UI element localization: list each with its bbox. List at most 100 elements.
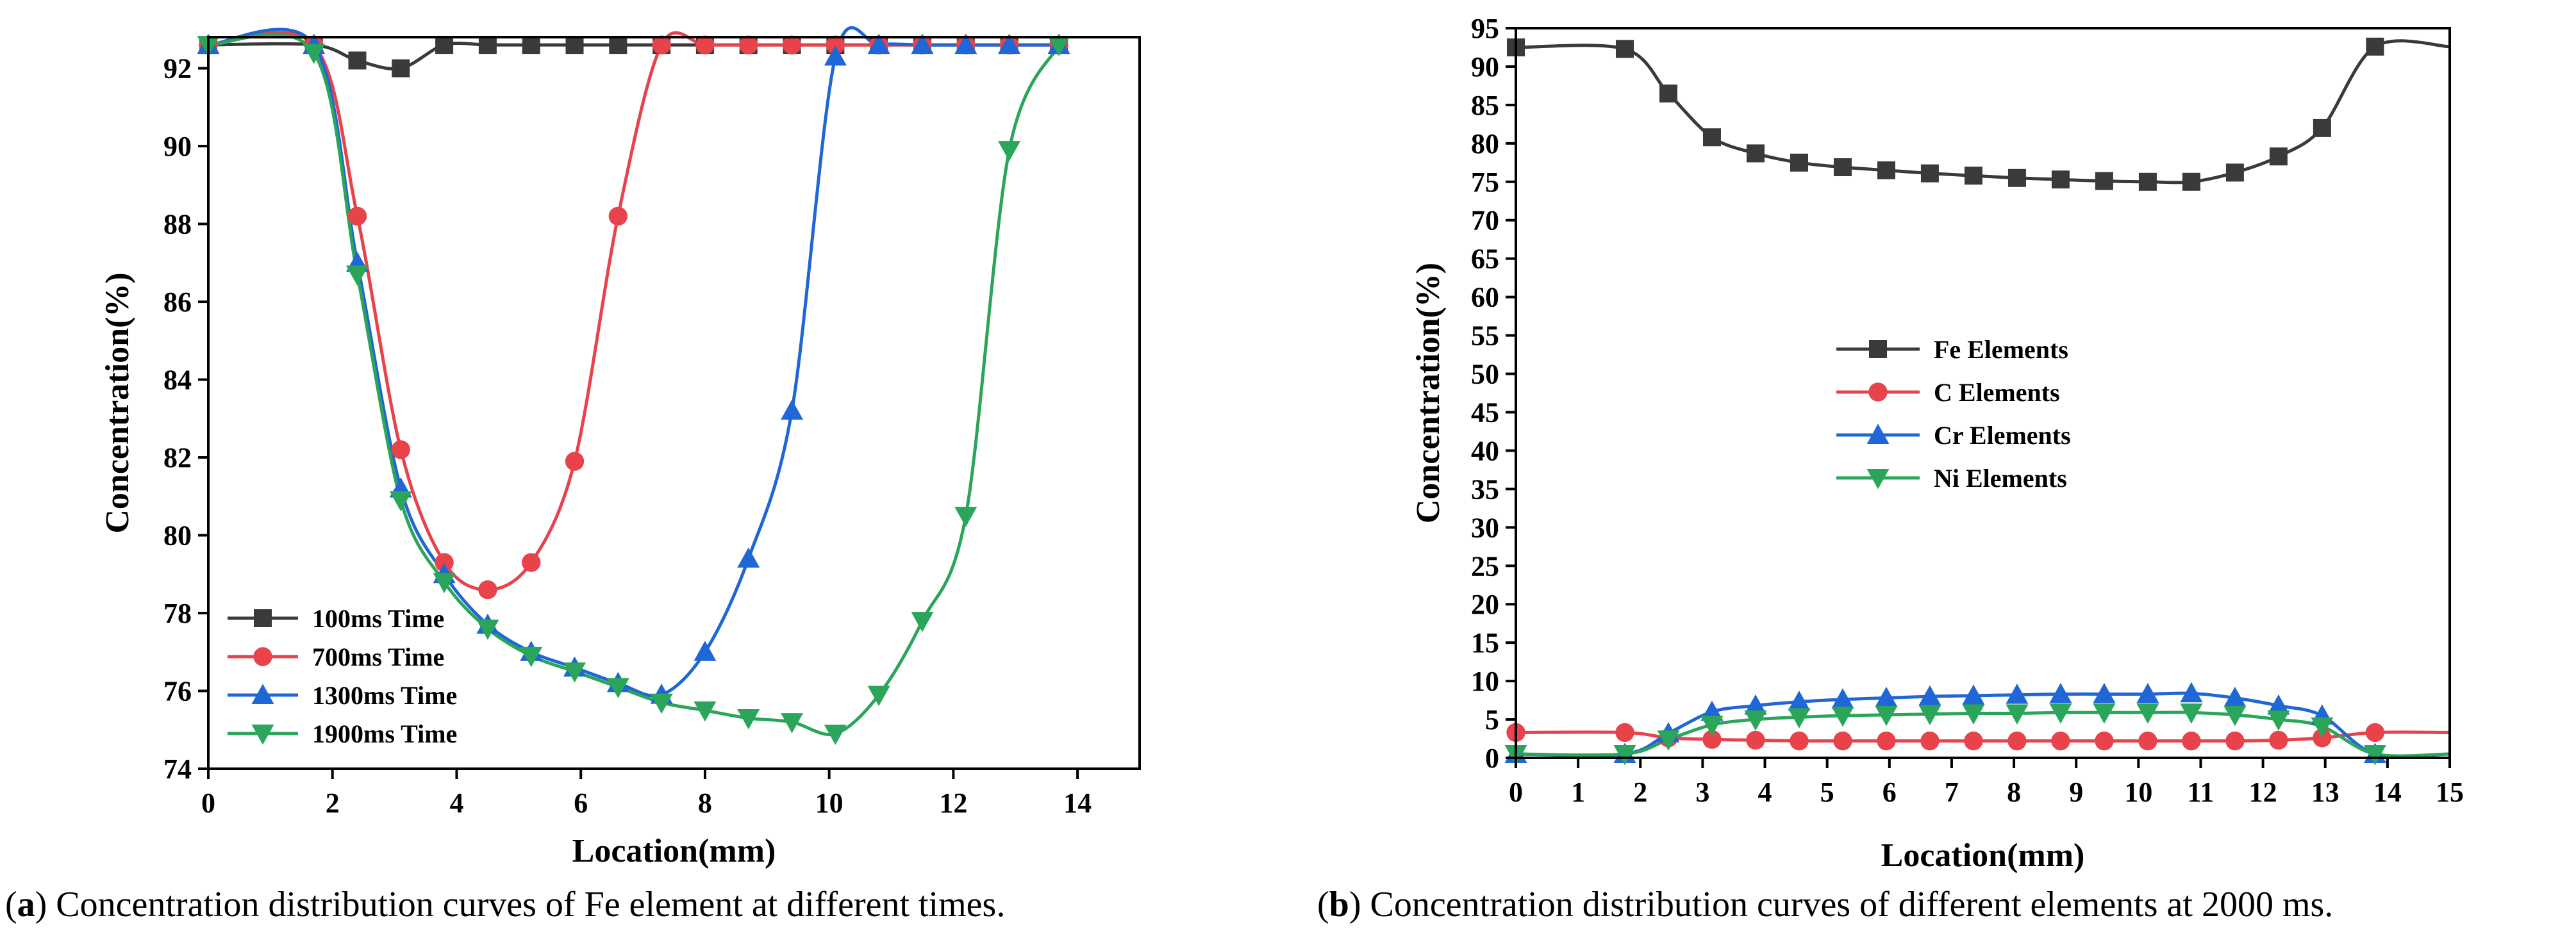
chart-b-series-2-point — [1962, 684, 1985, 705]
chart-b-series-2-point — [2223, 686, 2247, 707]
chart-b-y-tick-label: 70 — [1471, 205, 1499, 236]
chart-a-series-2-point — [867, 33, 890, 54]
chart-a-series-1-point — [391, 440, 410, 459]
caption-a-text: ) Concentration distribution curves of F… — [35, 885, 1006, 924]
chart-b-series-1-point — [2225, 731, 2245, 751]
chart-a-series-1-point — [608, 206, 628, 226]
chart-b-x-tick-label: 1 — [1571, 776, 1585, 808]
chart-b-series-3-point — [2363, 745, 2386, 766]
chart-b-series-2-point — [2093, 682, 2116, 703]
chart-a-series-1-point — [739, 35, 758, 54]
chart-a-series-0-point — [522, 36, 540, 54]
chart-b-series-1-point — [2051, 731, 2070, 751]
chart-a-legend-label-0: 100ms Time — [312, 604, 444, 633]
chart-b-series-0-point — [2269, 147, 2288, 166]
chart-b-x-tick-label: 12 — [2249, 776, 2277, 808]
chart-b-series-2-point — [1875, 686, 1898, 707]
chart-a-series-0-point — [392, 59, 410, 78]
chart-b-series-2-point — [2136, 682, 2159, 703]
chart-a-series-1-point — [565, 452, 585, 471]
chart-b-series-3-point — [1962, 704, 1985, 725]
chart-b-series-3-point — [1700, 716, 1724, 736]
chart-b-series-3-point — [1831, 707, 1854, 727]
chart-a-legend-label-3: 1900ms Time — [312, 719, 457, 748]
chart-a-series-3-point — [476, 619, 499, 640]
chart-b-series-1-point — [2182, 731, 2201, 751]
chart-b-series-3-point — [2311, 717, 2334, 738]
chart-a-series-3-point — [911, 612, 934, 632]
chart-b-series-0-point — [1964, 167, 1982, 185]
chart-b-series-0-point — [1615, 40, 1634, 58]
chart-b-series-0-point — [1702, 128, 1721, 147]
caption-b: (b) Concentration distribution curves of… — [1317, 885, 2334, 924]
chart-b-x-tick-label: 13 — [2311, 776, 2339, 808]
chart-a-x-axis-label: Location(mm) — [572, 833, 776, 869]
chart-a-series-2-point — [737, 547, 760, 568]
chart-a-series-3-point — [954, 507, 977, 527]
chart-b-series-1-point — [2365, 723, 2385, 742]
chart-b-series-2-point — [2006, 684, 2029, 704]
chart-b-x-tick-label: 7 — [1945, 776, 1959, 808]
chart-b-y-tick-label: 50 — [1471, 359, 1499, 390]
chart-a-legend-marker-0 — [254, 609, 272, 627]
chart-b-series-1-point — [1833, 731, 1852, 751]
chart-b-series-3-point — [2267, 710, 2290, 731]
chart-b-series-1-point — [1702, 730, 1722, 749]
chart-b-series-1-point — [2269, 730, 2288, 750]
chart-b-x-tick-label: 14 — [2373, 776, 2402, 808]
chart-a-series-3-point — [1047, 36, 1070, 56]
chart-a-series-3-point — [389, 491, 412, 512]
chart-b-x-tick-label: 6 — [1882, 776, 1897, 808]
chart-b-y-tick-label: 40 — [1471, 435, 1499, 466]
chart-a-legend-marker-2 — [251, 684, 274, 704]
chart-b-frame — [1515, 27, 2451, 759]
chart-a-legend-label-2: 1300ms Time — [312, 681, 457, 710]
chart-a-y-tick-label: 76 — [163, 676, 192, 707]
chart-b-x-tick-label: 4 — [1758, 776, 1772, 808]
chart-b-legend-label-1: C Elements — [1934, 378, 2060, 407]
chart-b-series-2-point — [1918, 685, 1941, 706]
chart-b-series-2-point — [1831, 688, 1854, 709]
chart-a-series-1-point — [347, 206, 367, 226]
chart-b-series-3-point — [2006, 704, 2029, 725]
chart-b-series-3-point — [2223, 705, 2247, 726]
chart-a-series-3-point — [433, 573, 456, 593]
chart-b-series-0-point — [2007, 168, 2026, 187]
chart-a-y-tick-label: 90 — [163, 131, 192, 162]
chart-b-series-0-point — [1920, 164, 1939, 183]
chart-a-series-1-point — [782, 35, 802, 54]
chart-b-legend-marker-3 — [1866, 469, 1890, 489]
chart-b-series-1-point — [2138, 731, 2157, 751]
chart-a-series-1-point — [522, 553, 541, 572]
chart-b-y-tick-label: 25 — [1471, 550, 1499, 582]
chart-b-series-3-point — [1875, 705, 1898, 726]
chart-b-y-tick-label: 75 — [1471, 167, 1499, 198]
caption-b-letter: b — [1329, 885, 1349, 924]
chart-a-x-tick-label: 8 — [698, 787, 712, 819]
chart-a-x-tick-label: 10 — [815, 787, 843, 819]
chart-a-y-tick-label: 82 — [163, 442, 192, 473]
chart-a-y-tick-label: 92 — [163, 53, 192, 85]
chart-a-x-tick-label: 4 — [449, 787, 463, 819]
chart-a-frame — [207, 36, 1141, 770]
chart-b-y-tick-label: 60 — [1471, 282, 1499, 313]
chart-a-y-tick-label: 86 — [163, 286, 192, 318]
chart-b-root: 0 1 2 3 4 5 6 7 8 9 10 11 12 13 14 15051015202530354045… — [1410, 13, 2464, 874]
chart-b-y-tick-label: 55 — [1471, 320, 1499, 352]
chart-b-x-tick-label: 8 — [2007, 776, 2021, 808]
chart-b-legend-marker-2 — [1866, 423, 1890, 444]
chart-a-series-1-point — [695, 35, 715, 54]
chart-a-series-0-point — [565, 36, 584, 54]
chart-b-series-2-point — [2267, 694, 2290, 715]
chart-b-y-tick-label: 20 — [1471, 589, 1499, 620]
chart-a-x-tick-label: 6 — [574, 787, 588, 819]
chart-b-series-2-point — [1788, 690, 1811, 711]
chart-a-legend-marker-3 — [251, 725, 274, 745]
chart-a-y-tick-label: 78 — [163, 598, 192, 629]
chart-a-series-3-point — [606, 678, 629, 698]
chart-b-series-3-point — [2093, 703, 2116, 724]
chart-a-root: 0 2 4 6 8 10 12 14 74 76 78 80 82 84 86 88 90 92 Location(… — [99, 26, 1141, 869]
chart-a-series-1-point — [435, 553, 454, 572]
chart-b-y-tick-label: 90 — [1471, 51, 1499, 83]
chart-a-series-2-point — [781, 399, 804, 420]
